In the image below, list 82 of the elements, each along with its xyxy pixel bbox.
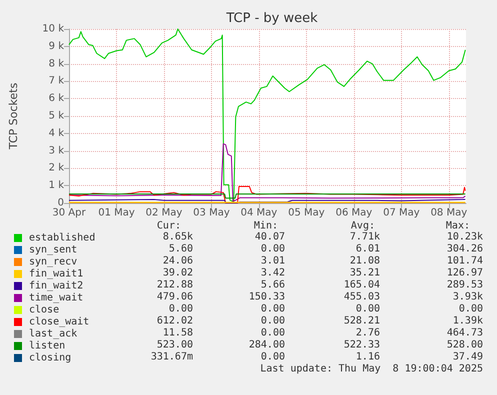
legend-label: syn_sent [29,244,78,256]
x-tick-label: 03 May [193,208,230,218]
text: Cur: [156,220,181,232]
text: 1.16 [356,352,380,362]
legend-label: time_wait [29,292,84,304]
x-tick-label: 06 May [336,208,372,218]
text: 455.03 [344,292,380,302]
text: 101.74 [446,256,483,266]
text: 0.00 [260,316,285,326]
text: 8.65k [162,232,193,242]
text: 5.60 [168,244,193,254]
y-axis-title: TCP Sockets [7,82,20,150]
y-tick-label: 3 k [48,145,64,156]
text: 39.02 [162,268,193,278]
x-tick-label: 08 May [430,208,468,218]
x-tick-label: 01 May [98,208,135,218]
legend-label: listen [29,340,66,352]
text: 528.00 [446,340,483,350]
legend-label: last_ack [29,328,78,340]
text: 331.67m [150,352,193,362]
y-tick-label: 2 k [48,162,64,174]
y-tick-label: 8 k [48,58,64,70]
legend-label: fin_wait2 [29,280,84,292]
text: 5.66 [260,280,285,290]
text: 24.06 [162,256,193,266]
text: 2.76 [356,328,380,338]
legend-label: close_wait [29,316,90,328]
legend-label: close [29,304,60,316]
x-tick-label: 07 May [383,208,420,218]
y-tick-label: 7 k [48,76,64,87]
text: 7.71k [350,232,380,242]
text: 37.49 [452,352,483,362]
text: 0.00 [168,304,193,314]
y-tick-label: 1 k [48,180,64,192]
text: 0.00 [356,304,380,314]
text: 0.00 [260,328,285,338]
text: 479.06 [156,292,193,302]
x-tick-label: 02 May [146,208,182,218]
chart-title: TCP - by week [225,11,318,26]
legend-label: closing [29,352,72,364]
text: 10.23k [446,232,483,242]
y-tick-label: 10 k [42,24,64,34]
text: 304.26 [446,244,483,254]
text: Min: [254,220,278,232]
text: 523.00 [156,340,193,350]
text: 11.58 [162,328,193,338]
x-tick-label: 30 Apr [52,208,86,218]
y-tick-label: 5 k [48,110,64,122]
text: 464.73 [446,328,483,338]
text: 1.39k [452,316,483,326]
text: 612.02 [156,316,193,326]
text: 6.01 [356,244,380,254]
text: 528.21 [344,316,380,326]
text: 40.07 [254,232,285,242]
text: 0.00 [260,352,285,362]
text: 0.00 [458,304,483,314]
text: 165.04 [344,280,380,290]
legend-label: syn_recv [29,256,78,268]
text: 21.08 [350,256,380,266]
text: 126.97 [446,268,483,278]
text: 3.93k [452,292,483,302]
y-tick-label: 4 k [48,128,64,139]
y-tick-label: 0 [58,198,64,208]
text: 3.42 [260,268,285,278]
legend-label: established [29,232,96,244]
text: 212.88 [156,280,193,290]
text: 3.01 [260,256,285,266]
text: 35.21 [350,268,380,278]
x-tick-label: 04 May [240,208,278,218]
x-tick-label: 05 May [288,208,325,218]
text: 0.00 [260,304,285,314]
text: 150.33 [248,292,285,302]
y-tick-label: 9 k [48,40,64,52]
text: 289.53 [446,280,483,290]
text: Max: [446,220,470,232]
text: 284.00 [248,340,285,350]
text: Last update: Thu May 8 19:00:04 2025 [260,364,483,374]
text: 522.33 [344,340,380,350]
text: 0.00 [260,244,285,254]
text: Avg: [350,220,375,232]
y-tick-label: 6 k [48,93,64,104]
legend-label: fin_wait1 [29,268,84,280]
